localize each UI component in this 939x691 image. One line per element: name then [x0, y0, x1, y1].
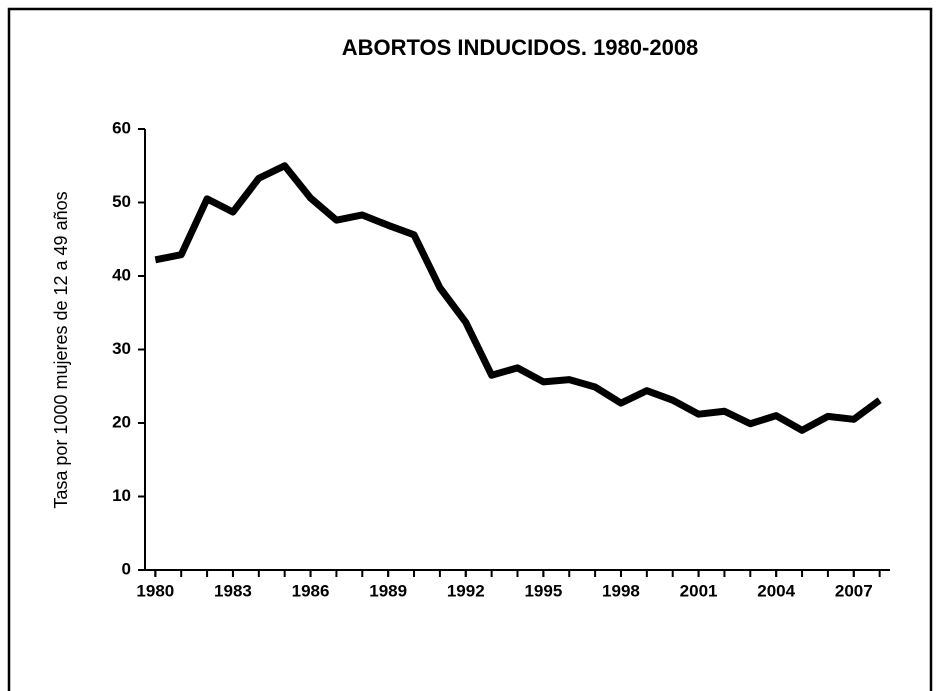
y-tick-label: 0: [122, 559, 131, 578]
y-axis-label: Tasa por 1000 mujeres de 12 a 49 años: [51, 191, 71, 508]
frame: [7, 7, 933, 691]
y-tick-label: 50: [112, 192, 131, 211]
x-tick-label: 1989: [369, 581, 407, 600]
y-tick-label: 40: [112, 265, 131, 284]
x-tick-label: 1995: [524, 581, 562, 600]
x-tick-label: 1992: [447, 581, 485, 600]
x-tick-label: 2007: [835, 581, 873, 600]
line: [154, 162, 882, 434]
y-tick-label: 60: [112, 118, 131, 137]
x-tick-label: 1980: [136, 581, 174, 600]
y-tick-label: 10: [112, 486, 131, 505]
x-tick-label: 2001: [680, 581, 718, 600]
y-tick-label: 30: [112, 339, 131, 358]
chart-title: ABORTOS INDUCIDOS. 1980-2008: [342, 35, 699, 60]
x-tick-label: 2004: [757, 581, 795, 600]
x-tick-label: 1998: [602, 581, 640, 600]
y-tick-label: 20: [112, 412, 131, 431]
x-tick-label: 1986: [292, 581, 330, 600]
x-tick-label: 1983: [214, 581, 252, 600]
